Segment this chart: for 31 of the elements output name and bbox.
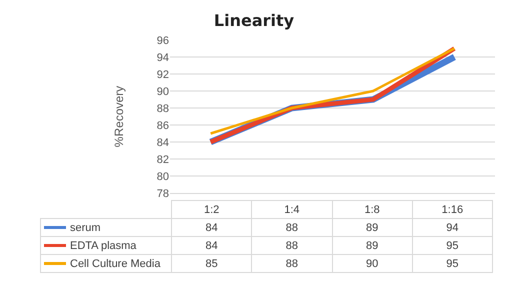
data-label: 88 — [252, 254, 332, 272]
legend-label: serum — [40, 218, 172, 236]
data-label: 95 — [412, 254, 492, 272]
data-label: 88 — [252, 236, 332, 254]
legend-label: EDTA plasma — [40, 236, 172, 254]
data-label: 85 — [172, 254, 252, 272]
y-tick-label: 80 — [156, 170, 169, 183]
y-tick-label: 88 — [156, 102, 169, 115]
y-tick-label: 90 — [156, 86, 169, 98]
data-label: 88 — [252, 218, 332, 236]
y-tick-label: 78 — [156, 188, 169, 200]
data-label: 84 — [172, 236, 252, 254]
chart-title: Linearity — [214, 10, 295, 30]
data-label: 84 — [172, 218, 252, 236]
x-tick-label: 1:2 — [172, 200, 252, 218]
x-tick-label: 1:16 — [412, 200, 492, 218]
y-tick-label: 94 — [156, 52, 169, 64]
data-label: 89 — [332, 236, 412, 254]
y-tick-label: 82 — [156, 154, 169, 166]
y-tick-label: 86 — [156, 120, 169, 132]
y-tick-label: 84 — [156, 136, 169, 149]
data-label: 90 — [332, 254, 412, 272]
x-tick-label: 1:4 — [252, 200, 332, 218]
y-tick-label: 96 — [156, 34, 169, 47]
data-label: 94 — [412, 218, 492, 236]
legend-label: Cell Culture Media — [40, 254, 172, 272]
y-tick-label: 92 — [156, 68, 169, 81]
y-axis-title: %Recovery — [112, 86, 126, 148]
data-label: 89 — [332, 218, 412, 236]
data-label: 95 — [412, 236, 492, 254]
x-tick-label: 1:8 — [332, 200, 412, 218]
